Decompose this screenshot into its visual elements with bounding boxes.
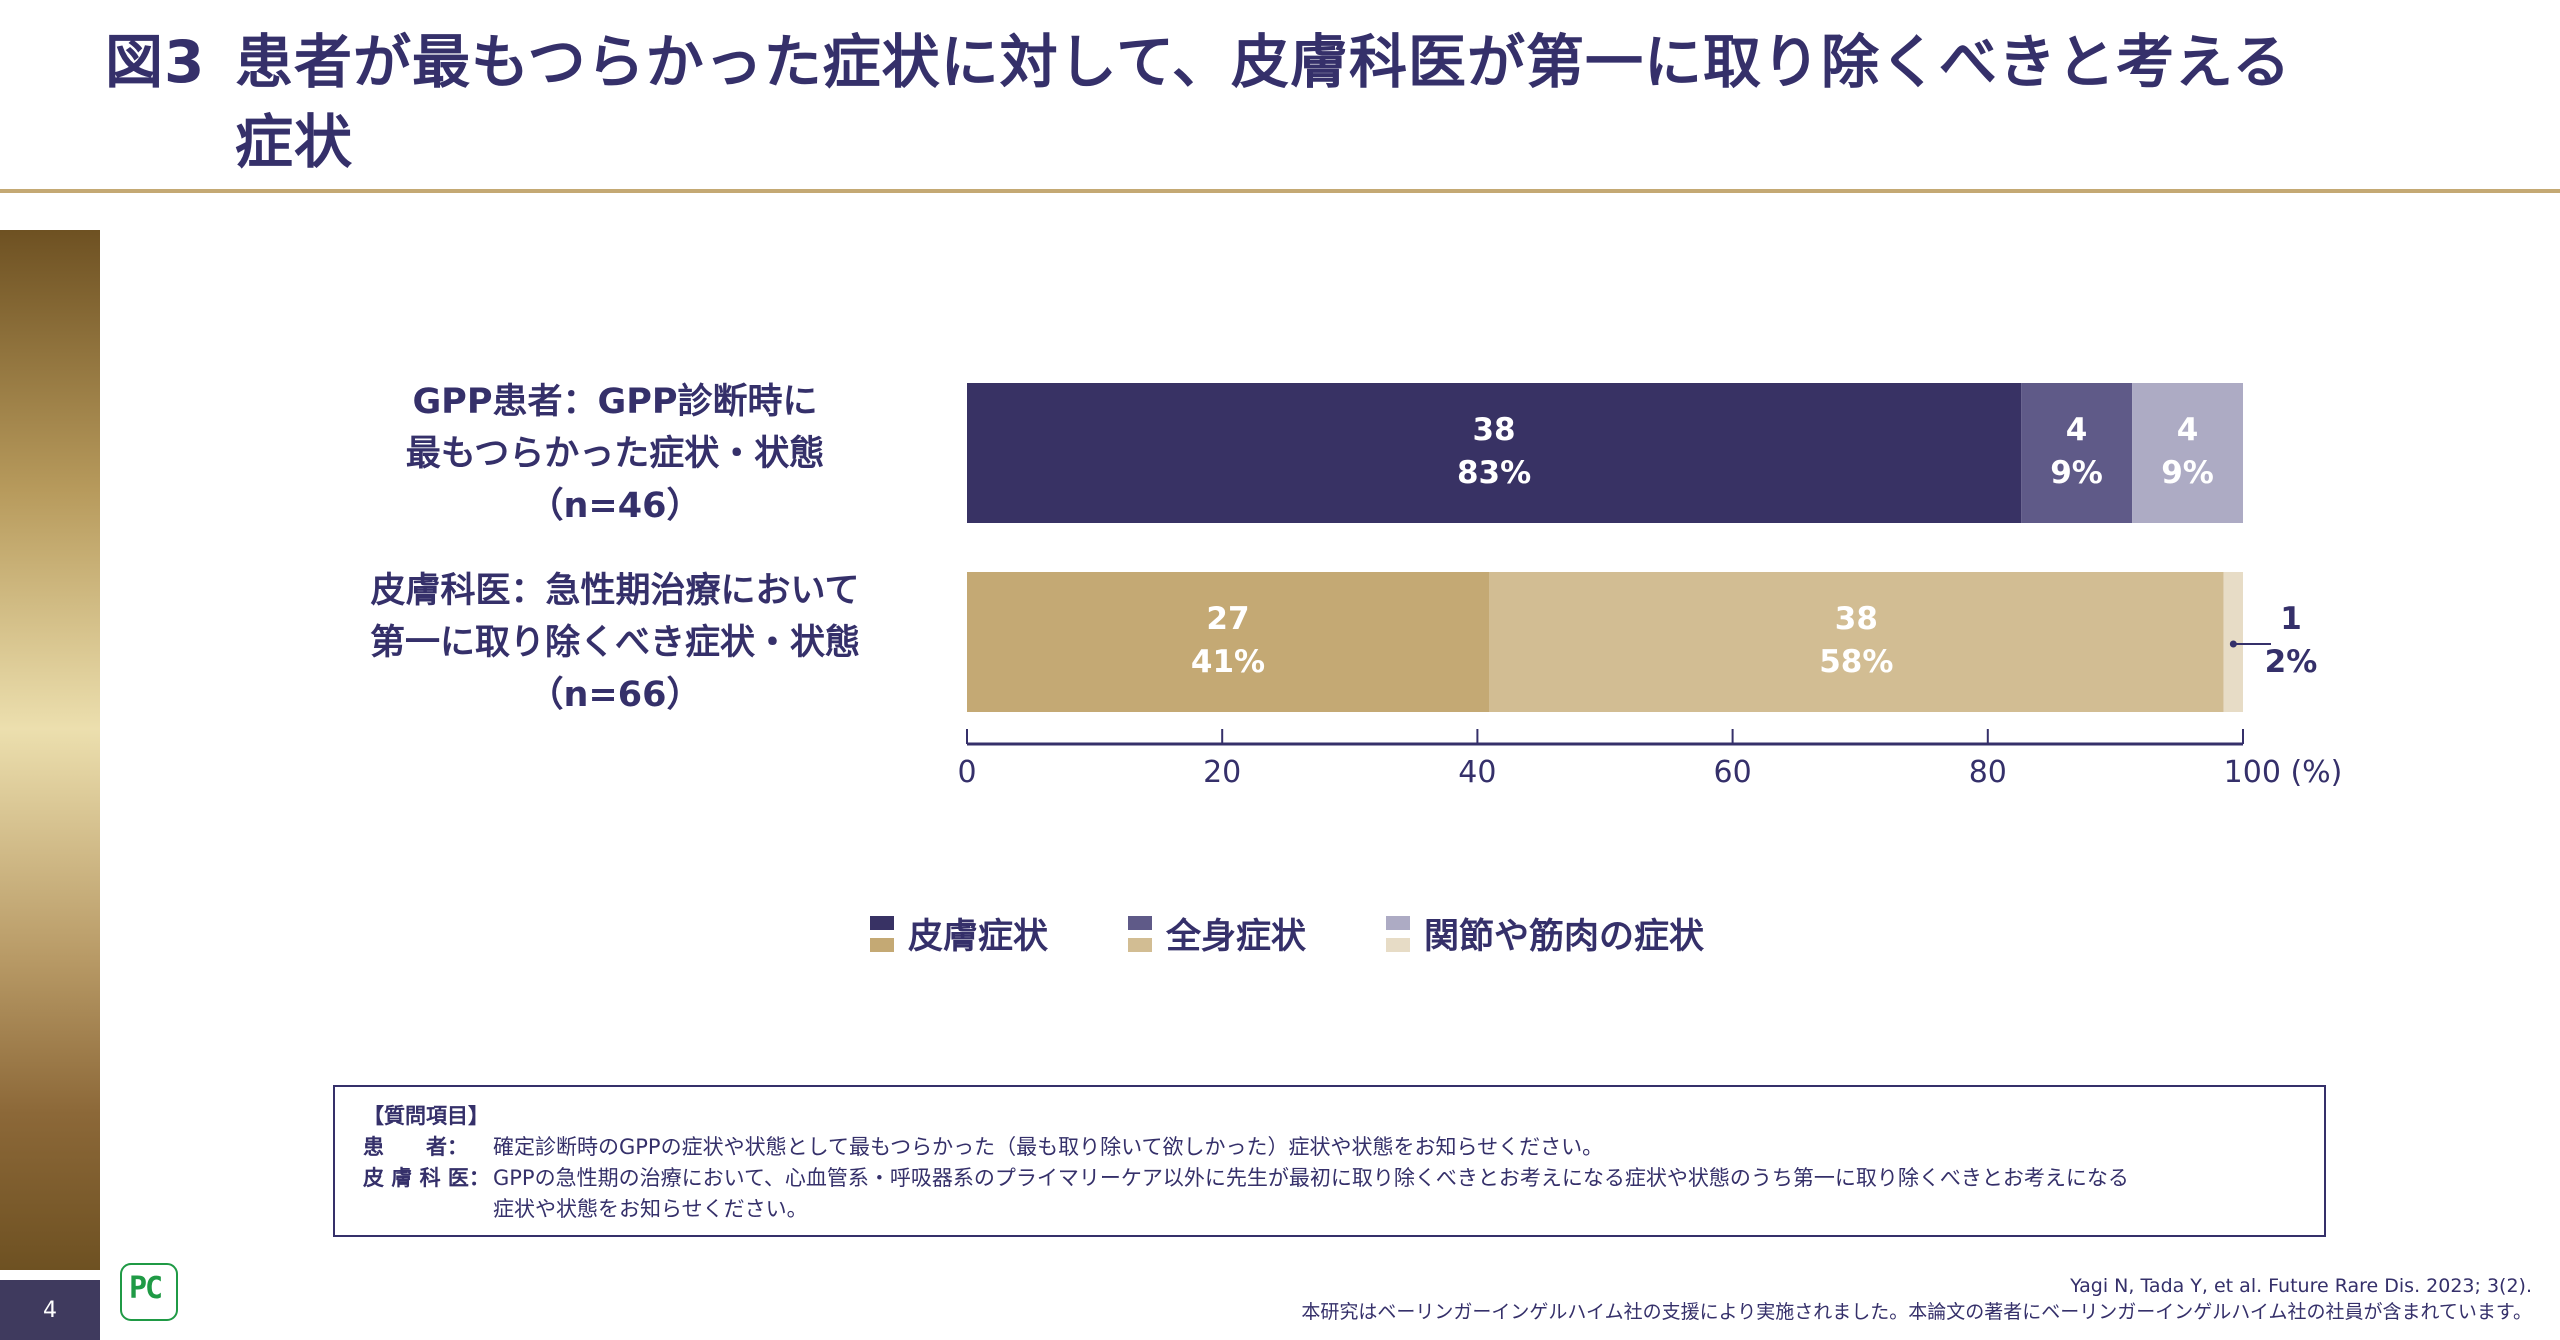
- footer: Yagi N, Tada Y, et al. Future Rare Dis. …: [1301, 1273, 2532, 1325]
- x-tick-label: 0: [957, 755, 976, 790]
- segment-count-label: 38: [1835, 601, 1878, 637]
- label-line: 最もつらかった症状・状態: [405, 434, 825, 474]
- disclosure: 本研究はベーリンガーインゲルハイム社の支援により実施されました。本論文の著者にベ…: [1301, 1301, 2532, 1323]
- segment-percent-label: 9%: [2161, 455, 2214, 491]
- bar-segment: [967, 383, 2022, 523]
- question-heading: 【質問項目】: [363, 1104, 489, 1128]
- patient-key: 患 者：: [363, 1135, 468, 1159]
- sidebar-gradient-bar: [0, 230, 100, 1270]
- derm-question-cont: 症状や状態をお知らせください。: [493, 1197, 808, 1221]
- segment-percent-label: 58%: [1819, 644, 1893, 680]
- x-tick-label: 60: [1714, 755, 1752, 790]
- bar-segment: [967, 572, 1489, 712]
- segment-count-label: 4: [2066, 412, 2088, 448]
- label-line: 第一に取り除くべき症状・状態: [369, 623, 860, 663]
- label-line: （n=46）: [528, 486, 702, 526]
- x-tick-label: 20: [1203, 755, 1241, 790]
- leader-dot: [2229, 640, 2237, 648]
- legend-swatch-icon: [870, 915, 894, 952]
- legend-swatch-icon: [1128, 915, 1153, 952]
- segment-count-label: 1: [2280, 601, 2302, 637]
- derm-question: GPPの急性期の治療において、心血管系・呼吸器系のプライマリーケア以外に先生が最…: [493, 1166, 2129, 1190]
- x-tick-label: 100 (%): [2224, 755, 2343, 790]
- legend-label: 関節や筋肉の症状: [1424, 917, 1705, 957]
- stacked-bar-chart: 38 83% 4 9% 4 9% 27 41% 38 58% 1 2% 0 20 40 60 80 100 (%): [957, 383, 2343, 790]
- legend-item: 皮膚症状: [870, 908, 1048, 959]
- segment-percent-label: 41%: [1191, 644, 1265, 680]
- derm-key: 皮 膚 科 医：: [363, 1166, 490, 1190]
- question-items-box: 【質問項目】 患 者： 確定診断時のGPPの症状や状態として最もつらかった（最も取…: [333, 1085, 2326, 1237]
- title-line-1: 患者が最もつらかった症状に対して、皮膚科医が第一に取り除くべきと考える: [235, 28, 2292, 96]
- title-line-2: 症状: [235, 108, 354, 176]
- patient-question: 確定診断時のGPPの症状や状態として最もつらかった（最も取り除いて欲しかった）症…: [493, 1135, 1604, 1159]
- legend-item: 全身症状: [1128, 908, 1306, 959]
- x-tick-label: 40: [1458, 755, 1496, 790]
- page-number: 4: [0, 1280, 100, 1340]
- legend: 皮膚症状 全身症状 関節や筋肉の症状: [870, 908, 1704, 959]
- bar-segment: [1489, 572, 2224, 712]
- bar-segment: [2021, 383, 2133, 523]
- legend-label: 皮膚症状: [908, 917, 1049, 957]
- label-line: GPP患者：GPP診断時に: [412, 382, 818, 422]
- segment-percent-label: 9%: [2050, 455, 2103, 491]
- legend-label: 全身症状: [1166, 917, 1307, 957]
- title-divider: [0, 189, 2560, 193]
- figure-number: 図3: [105, 28, 206, 96]
- bar-segment: [2132, 383, 2243, 523]
- pc-logo-icon: PC: [120, 1263, 178, 1321]
- legend-item: 関節や筋肉の症状: [1386, 908, 1704, 959]
- citation: Yagi N, Tada Y, et al. Future Rare Dis. …: [2070, 1275, 2532, 1297]
- label-line: （n=66）: [528, 675, 702, 715]
- label-line: 皮膚科医：急性期治療において: [370, 571, 860, 611]
- segment-count-label: 38: [1472, 412, 1515, 448]
- category-label-dermatologist: 皮膚科医：急性期治療において 第一に取り除くべき症状・状態 （n=66）: [330, 565, 900, 721]
- legend-swatch-icon: [1386, 915, 1411, 952]
- segment-count-label: 27: [1206, 601, 1249, 637]
- page-title: 図3 患者が最もつらかった症状に対して、皮膚科医が第一に取り除くべきと考える 症状: [105, 22, 2525, 182]
- segment-count-label: 4: [2177, 412, 2199, 448]
- x-tick-label: 80: [1969, 755, 2007, 790]
- logo-text: PC: [129, 1271, 163, 1306]
- segment-percent-label: 2%: [2265, 644, 2318, 680]
- segment-percent-label: 83%: [1457, 455, 1531, 491]
- category-label-patient: GPP患者：GPP診断時に 最もつらかった症状・状態 （n=46）: [330, 376, 900, 532]
